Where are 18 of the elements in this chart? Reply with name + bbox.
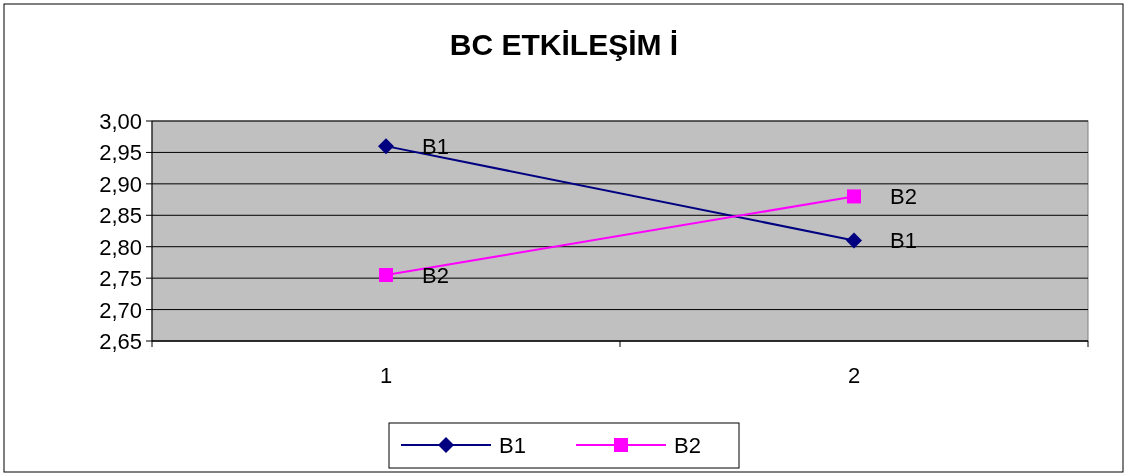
y-tick-label: 3,00 <box>99 109 142 134</box>
y-tick-label: 2,80 <box>99 234 142 260</box>
legend-label: B1 <box>499 433 526 458</box>
chart-title: BC ETKİLEŞİM İ <box>449 28 679 61</box>
point <box>378 138 394 155</box>
x-tick-label: 1 <box>379 363 393 388</box>
y-tick-label: 2,75 <box>99 266 142 292</box>
point <box>847 189 861 204</box>
legend-label: B2 <box>674 433 701 458</box>
y-tick-label: 2,65 <box>99 329 142 354</box>
point <box>379 268 393 282</box>
x-tick-label: 2 <box>847 363 861 388</box>
text: B2 <box>890 184 917 210</box>
point <box>846 232 862 249</box>
y-tick-label: 2,70 <box>99 297 142 323</box>
y-tick-label: 2,85 <box>99 203 142 229</box>
y-tick-label: 2,95 <box>99 140 142 166</box>
y-tick-label: 2,90 <box>99 171 142 197</box>
